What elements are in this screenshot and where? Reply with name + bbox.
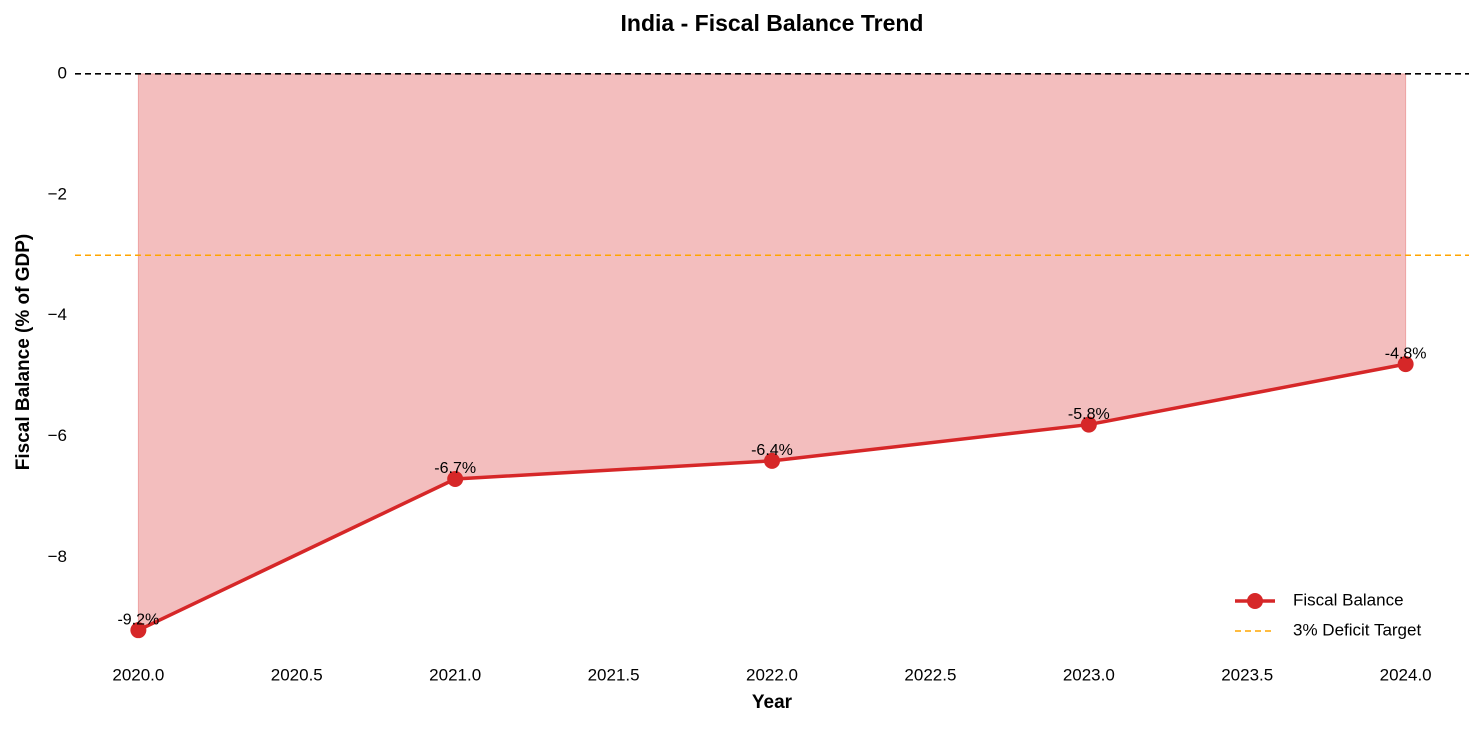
x-tick-label: 2021.5	[588, 665, 640, 684]
x-tick-label: 2020.0	[112, 665, 164, 684]
y-tick-label: −8	[48, 547, 67, 566]
y-tick-label: 0	[58, 63, 67, 82]
area	[137, 73, 1407, 631]
x-tick-label: 2023.5	[1221, 665, 1273, 684]
x-tick-label: 2020.5	[271, 665, 323, 684]
x-tick-label: 2023.0	[1063, 665, 1115, 684]
y-tick-label: −2	[48, 184, 67, 203]
marker	[130, 622, 147, 639]
value-label: -6.7%	[434, 460, 476, 477]
x-tick-label: 2024.0	[1380, 665, 1432, 684]
value-label: -4.8%	[1385, 345, 1427, 362]
legend-swatch	[1247, 593, 1263, 609]
value-label: -6.4%	[751, 442, 793, 459]
x-axis-label: Year	[752, 692, 793, 713]
x-tick-label: 2022.0	[746, 665, 798, 684]
x-tick-label: 2021.0	[429, 665, 481, 684]
chart-title: India - Fiscal Balance Trend	[621, 10, 924, 36]
marker	[1397, 356, 1414, 373]
y-tick-label: −6	[48, 426, 67, 445]
legend-label: Fiscal Balance	[1293, 590, 1404, 609]
legend-label: 3% Deficit Target	[1293, 620, 1421, 639]
x-tick-label: 2022.5	[904, 665, 956, 684]
value-label: -9.2%	[117, 611, 159, 628]
value-label: -5.8%	[1068, 406, 1110, 423]
marker	[764, 452, 780, 469]
marker	[1080, 416, 1097, 433]
marker	[447, 470, 464, 487]
y-tick-label: −4	[48, 305, 67, 324]
y-axis-label: Fiscal Balance (% of GDP)	[13, 234, 34, 471]
